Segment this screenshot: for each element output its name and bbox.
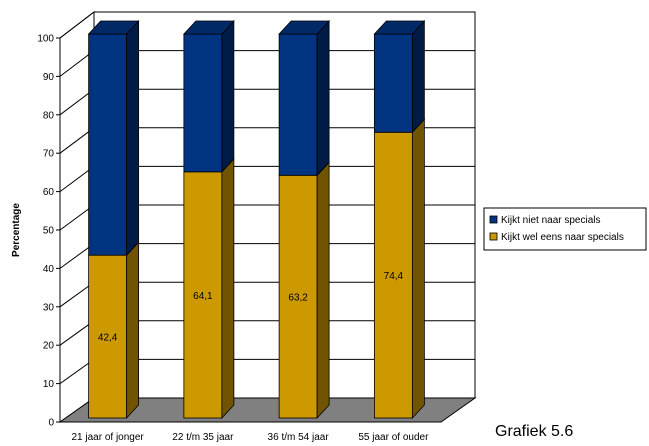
- bar-top: [278, 20, 331, 35]
- bar-front: [373, 33, 413, 133]
- bar-front: [278, 174, 318, 419]
- floor: [58, 397, 477, 423]
- bar-top: [182, 20, 235, 35]
- bar-side: [316, 161, 330, 420]
- y-tick-label: 30: [43, 302, 55, 313]
- bars-group: [87, 19, 426, 420]
- bar-side: [221, 19, 235, 173]
- bar-front: [88, 33, 128, 256]
- x-category-label: 22 t/m 35 jaar: [172, 432, 234, 443]
- bar-side: [126, 241, 140, 420]
- y-tick-label: 50: [43, 226, 55, 237]
- bar-side: [411, 19, 425, 134]
- legend-swatch: [489, 232, 498, 241]
- bar-side: [316, 19, 330, 177]
- y-tick-label: 80: [43, 110, 55, 121]
- data-labels-group: 42,4 21 jaar of jonger 64,1 22 t/m 35 jaar 6…: [71, 271, 429, 443]
- bar-front: [373, 131, 413, 419]
- y-axis-label: Percentage: [11, 203, 22, 257]
- x-category-label: 36 t/m 54 jaar: [268, 432, 330, 443]
- y-tick-label: 70: [43, 149, 55, 160]
- bar-front: [183, 171, 223, 419]
- data-label: 64,1: [193, 291, 213, 302]
- y-tick-label: 40: [43, 264, 55, 275]
- bar-front: [278, 33, 318, 176]
- legend-entry: Kijkt niet naar specials: [501, 215, 601, 226]
- data-label: 74,4: [384, 271, 404, 282]
- bar-top: [87, 20, 140, 35]
- y-tick-label: 90: [43, 72, 55, 83]
- bar-side: [126, 19, 140, 257]
- y-tick-label: 0: [48, 418, 54, 429]
- data-label: 42,4: [98, 333, 118, 344]
- legend-box: [483, 207, 647, 251]
- figure-caption: Grafiek 5.6: [495, 423, 573, 440]
- bar-side: [411, 118, 425, 420]
- data-label: 63,2: [288, 293, 308, 304]
- bar-top: [373, 20, 426, 35]
- bar-side: [221, 157, 235, 420]
- y-tick-label: 10: [43, 379, 55, 390]
- bar-front: [183, 33, 223, 173]
- x-category-label: 21 jaar of jonger: [71, 432, 144, 443]
- legend-entry: Kijkt wel eens naar specials: [501, 232, 624, 243]
- gridline: [59, 11, 475, 39]
- y-tick-label: 100: [37, 34, 54, 45]
- legend: Kijkt niet naar specials Kijkt wel eens n…: [483, 207, 647, 251]
- legend-swatch: [489, 215, 498, 224]
- y-tick-label: 20: [43, 341, 55, 352]
- y-tick-label: 60: [43, 187, 55, 198]
- x-category-label: 55 jaar of ouder: [358, 432, 429, 443]
